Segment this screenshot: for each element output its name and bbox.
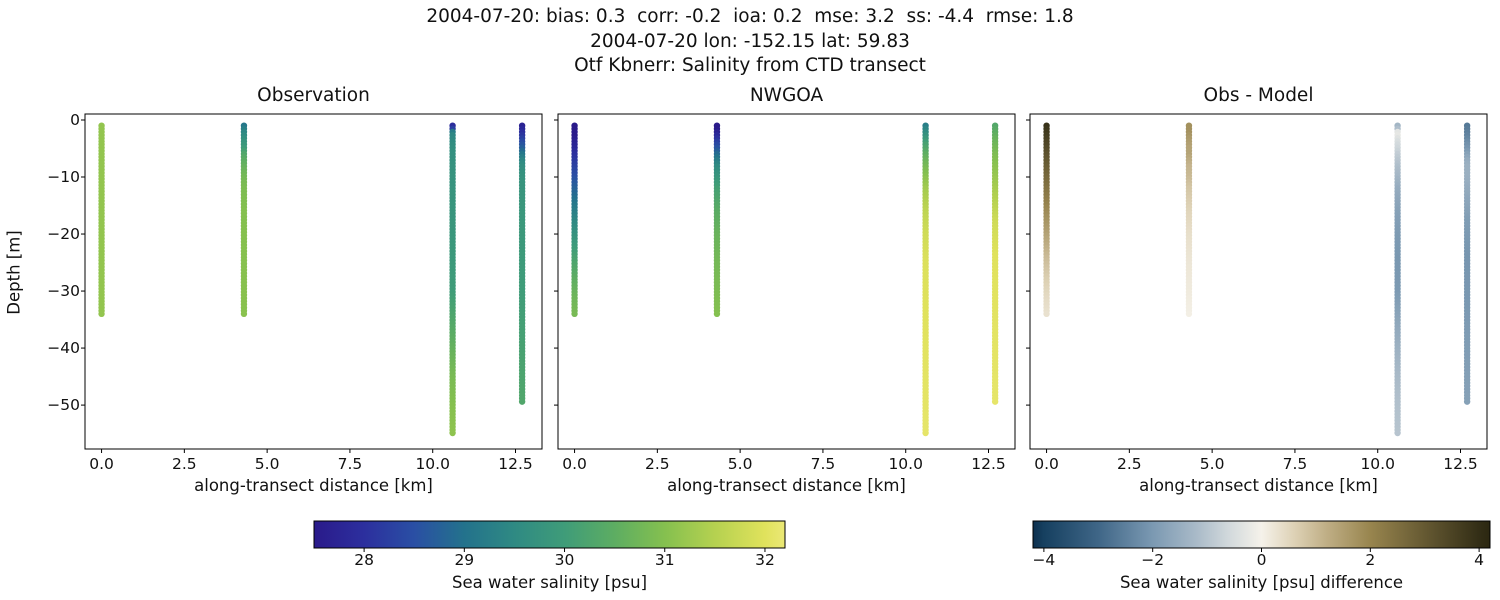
data-point [98,310,105,318]
data-point [991,398,999,405]
data-point [922,429,929,437]
figure-title-dataset: Otf Kbnerr: Salinity from CTD transect [574,55,926,76]
data-point [518,398,526,405]
data-point [1394,429,1401,437]
y-axis-label: Depth [m] [4,230,24,315]
panel-title-obs-minus-model: Obs - Model [1203,85,1314,106]
figure-title-coords: 2004-07-20 lon: -152.15 lat: 59.83 [590,31,910,52]
x-axis-label-panel3: along-transect distance [km] [1139,476,1378,495]
data-point [713,310,721,318]
data-point [571,310,578,318]
data-point [1043,310,1050,318]
panel-title-observation: Observation [257,85,370,106]
data-point [240,310,248,318]
colorbar-difference-label: Sea water salinity [psu] difference [1119,573,1404,592]
data-point [1463,398,1471,405]
panel-border [557,113,1016,450]
panel-border [84,113,543,450]
x-axis-label-panel2: along-transect distance [km] [667,476,906,495]
panel-border [1029,113,1488,450]
data-point [449,429,456,437]
x-axis-label-panel1: along-transect distance [km] [194,476,433,495]
panel-title-nwgoa: NWGOA [749,85,824,106]
colorbar-gradient [1032,520,1491,549]
colorbar-gradient [313,520,786,549]
figure-title-stats: 2004-07-20: bias: 0.3 corr: -0.2 ioa: 0.… [426,6,1074,27]
colorbar-salinity-label: Sea water salinity [psu] [451,573,648,592]
data-point [1185,310,1193,318]
